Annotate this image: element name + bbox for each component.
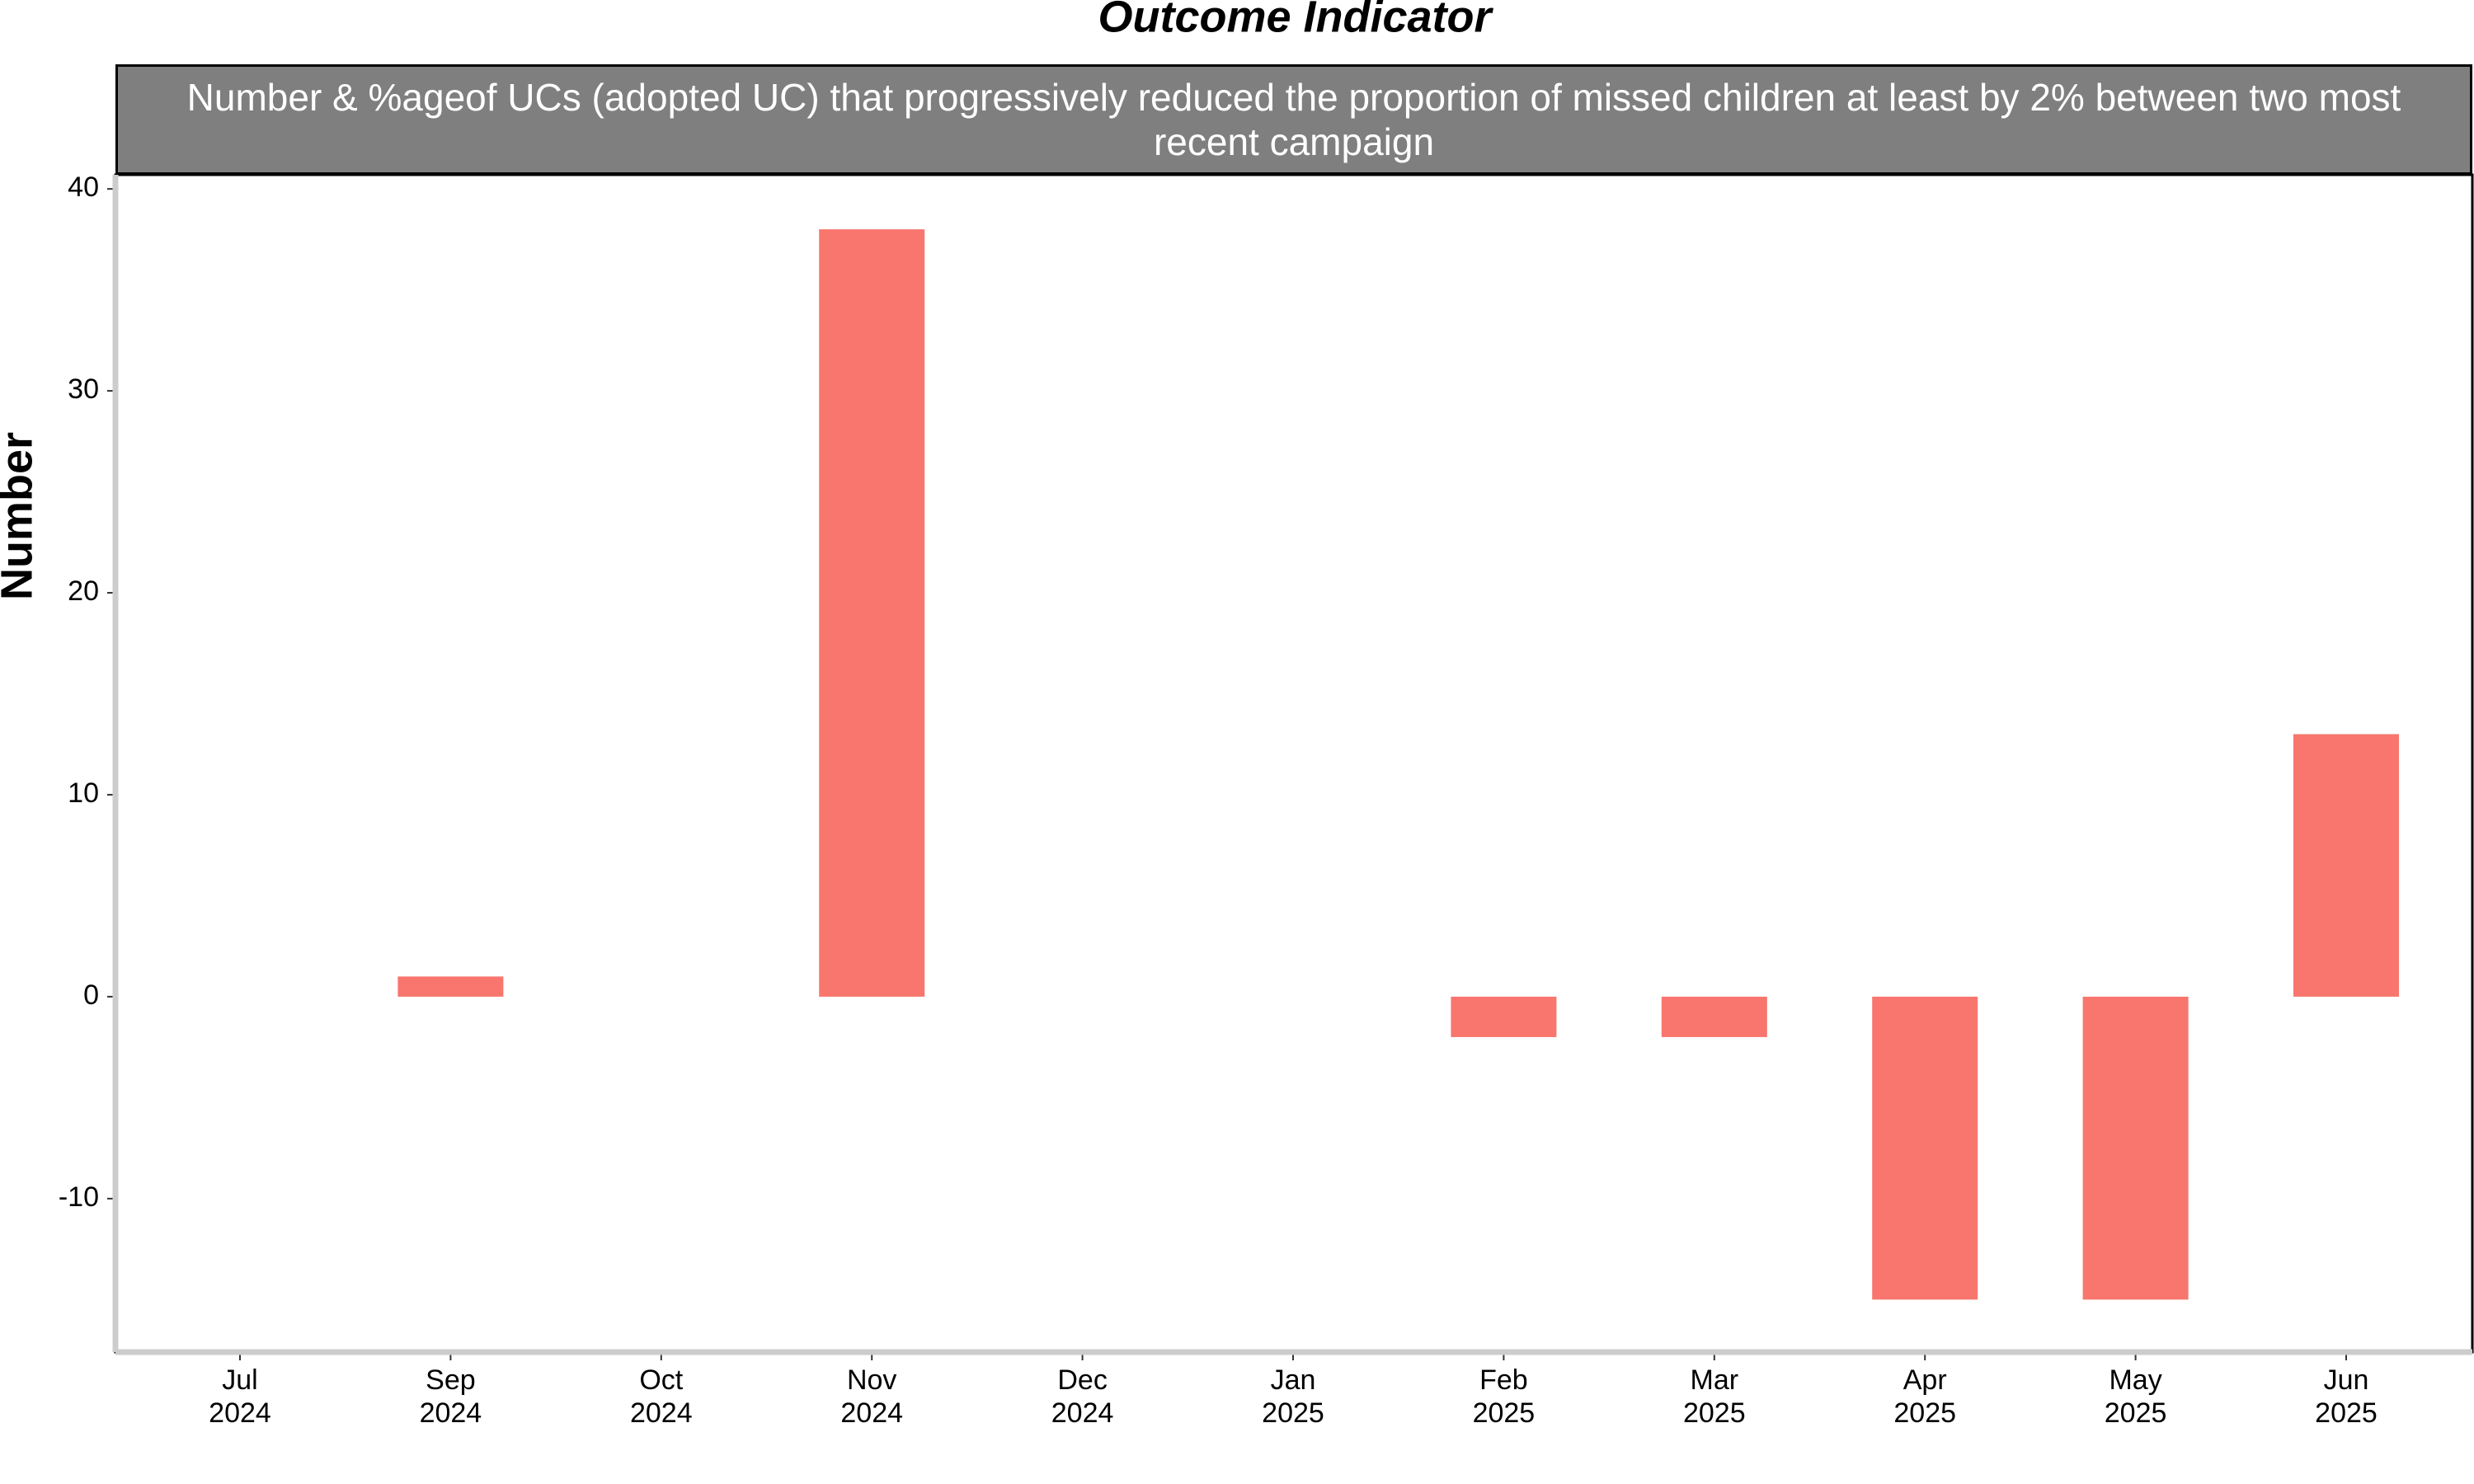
x-tick-label: Oct 2024 xyxy=(630,1364,693,1429)
x-tick-label: Dec 2024 xyxy=(1051,1364,1114,1429)
chart-title: Outcome Indicator xyxy=(1098,0,1493,41)
x-tick-label: May 2025 xyxy=(2105,1364,2167,1429)
x-tick-label: Jan 2025 xyxy=(1262,1364,1324,1429)
bar xyxy=(397,976,504,997)
y-tick-label: 40 xyxy=(68,171,99,203)
chart-subtitle: Number & %ageof UCs (adopted UC) that pr… xyxy=(115,64,2472,175)
y-tick-label: 30 xyxy=(68,373,99,405)
bar xyxy=(2082,996,2189,1300)
x-tick-label: Apr 2025 xyxy=(1893,1364,1956,1429)
bar xyxy=(1451,996,1557,1037)
x-tick-label: Jul 2024 xyxy=(209,1364,271,1429)
x-tick-label: Sep 2024 xyxy=(420,1364,482,1429)
x-tick-label: Feb 2025 xyxy=(1473,1364,1536,1429)
y-tick-label: 10 xyxy=(68,777,99,809)
x-tick-label: Nov 2024 xyxy=(840,1364,903,1429)
y-tick-label: 0 xyxy=(83,979,99,1011)
y-tick-label: 20 xyxy=(68,575,99,607)
x-tick-label: Mar 2025 xyxy=(1683,1364,1746,1429)
bar xyxy=(1872,996,1978,1300)
bar xyxy=(1661,996,1767,1037)
x-tick-label: Jun 2025 xyxy=(2315,1364,2378,1429)
y-axis-label: Number xyxy=(0,432,41,600)
bar xyxy=(2293,734,2399,997)
bar xyxy=(819,229,925,997)
y-tick-label: -10 xyxy=(59,1181,99,1213)
